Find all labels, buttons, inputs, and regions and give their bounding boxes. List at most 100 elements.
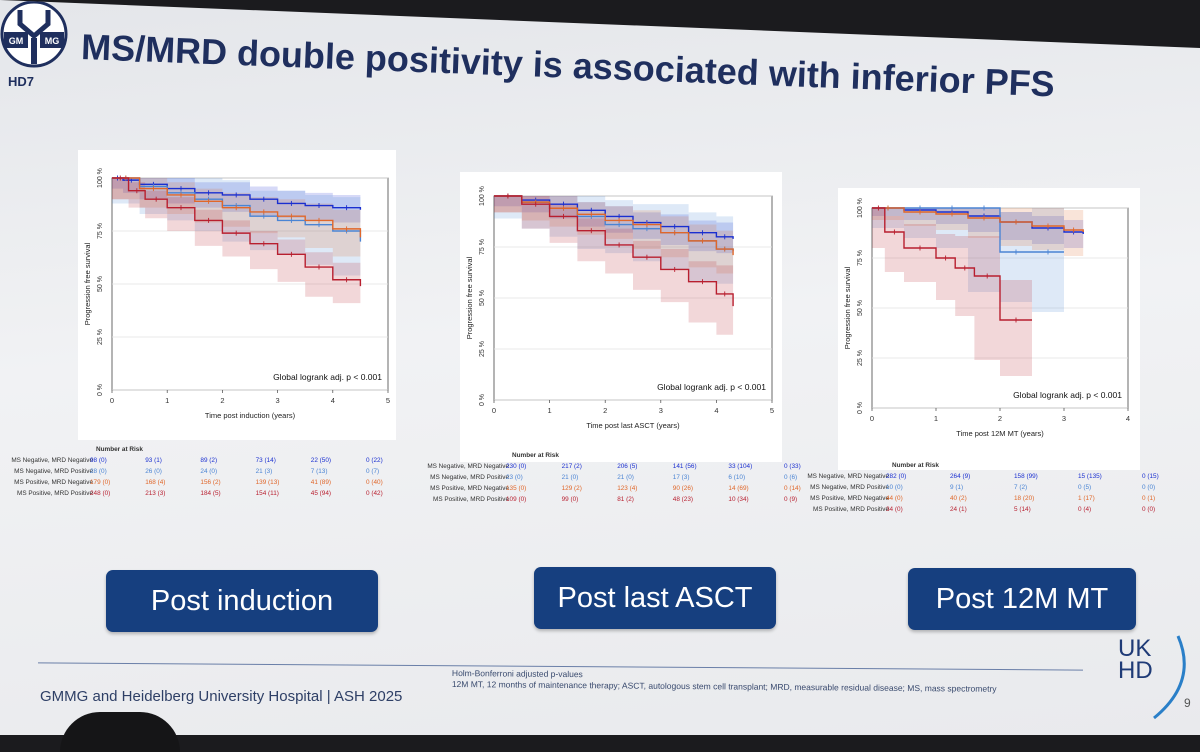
y-tick-label: 100 % — [857, 198, 864, 218]
risk-cell: 248 (0) — [90, 490, 111, 497]
risk-cell: 158 (99) — [1014, 473, 1038, 480]
x-tick-label: 0 — [492, 406, 496, 415]
confidence-band — [494, 196, 734, 335]
confidence-band — [494, 196, 734, 284]
risk-cell: 109 (0) — [506, 496, 527, 503]
risk-cell: 1 (17) — [1078, 495, 1095, 502]
logrank-annotation: Global logrank adj. p < 0.001 — [273, 372, 382, 382]
x-tick-label: 3 — [659, 406, 663, 415]
post-last-asct-button[interactable]: Post last ASCT — [534, 567, 776, 629]
y-tick-label: 0 % — [97, 384, 104, 396]
km-chart-post-induction: 0 % 25 % 50 % 75 % 100 % 0 1 2 3 4 5 Progression fr… — [83, 168, 390, 420]
footer-notes: Holm-Bonferroni adjusted p-values 12M MT… — [452, 668, 997, 695]
risk-cell: 0 (22) — [366, 457, 383, 464]
x-tick-label: 4 — [331, 396, 335, 405]
risk-cell: 206 (5) — [617, 463, 638, 470]
risk-cell: 0 (4) — [1078, 506, 1092, 513]
logrank-annotation: Global logrank adj. p < 0.001 — [657, 382, 766, 392]
risk-cell: 0 (33) — [784, 463, 801, 470]
survival-curve — [112, 177, 362, 238]
post-12m-mt-button[interactable]: Post 12M MT — [908, 568, 1136, 630]
risk-cell: 139 (13) — [255, 479, 280, 486]
x-tick-label: 5 — [770, 406, 774, 415]
x-axis-label: Time post last ASCT (years) — [586, 421, 680, 430]
risk-row-label: MS Negative, MRD Negative — [807, 473, 889, 480]
risk-cell: 141 (56) — [672, 463, 697, 470]
x-tick-label: 2 — [998, 414, 1002, 423]
risk-table-post-induction: Number at Risk MS Negative, MRD Negative 9… — [11, 446, 383, 501]
ukhd-logo-line2: HD — [1118, 657, 1153, 684]
risk-cell: 0 (15) — [1142, 473, 1159, 480]
risk-cell: 154 (11) — [255, 490, 279, 497]
y-tick-label: 25 % — [97, 329, 104, 345]
risk-cell: 168 (4) — [145, 479, 166, 486]
risk-cell: 0 (0) — [1142, 484, 1156, 491]
x-tick-label: 3 — [276, 396, 280, 405]
risk-row-label: MS Positive, MRD Positive — [813, 506, 889, 513]
y-tick-label: 50 % — [97, 276, 104, 292]
y-axis-label: Progression free survival — [843, 266, 852, 349]
x-axis-label: Time post induction (years) — [205, 411, 296, 420]
confidence-band — [872, 208, 1084, 248]
chart-panel-post-induction: 0 % 25 % 50 % 75 % 100 % 0 1 2 3 4 5 Progression fr… — [78, 150, 396, 440]
risk-row-label: MS Negative, MRD Positive — [810, 484, 889, 491]
risk-cell: 10 (34) — [728, 496, 749, 503]
risk-cell: 23 (0) — [506, 474, 523, 481]
risk-cell: 135 (0) — [506, 485, 527, 492]
km-chart-post-12m-mt: 0 % 25 % 50 % 75 % 100 % 0 1 2 3 4 Progression fre… — [843, 198, 1130, 438]
x-tick-label: 1 — [165, 396, 169, 405]
risk-cell: 48 (23) — [672, 496, 694, 503]
post-induction-button[interactable]: Post induction — [106, 570, 378, 632]
survival-curve — [494, 195, 734, 307]
footer-organization: GMMG and Heidelberg University Hospital … — [40, 688, 403, 705]
x-tick-label: 2 — [220, 396, 224, 405]
risk-cell: 26 (0) — [145, 468, 162, 475]
risk-cell: 6 (10) — [728, 474, 746, 481]
risk-cell: 230 (0) — [506, 463, 527, 470]
risk-table-row: MS Positive, MRD Negative 179 (0) 168 (4) 1… — [14, 479, 383, 490]
risk-cell: 24 (1) — [950, 506, 967, 513]
x-axis-label: Time post 12M MT (years) — [956, 429, 1044, 438]
logo-left-text: GM — [9, 36, 24, 46]
risk-cell: 41 (89) — [310, 479, 332, 486]
chart-panel-post-12m-mt: 0 % 25 % 50 % 75 % 100 % 0 1 2 3 4 Progression fre… — [838, 188, 1140, 470]
risk-row-label: MS Positive, MRD Negative — [14, 479, 93, 486]
risk-table-row: MS Negative, MRD Negative 282 (0) 264 (9) 1… — [807, 473, 1158, 484]
y-tick-label: 100 % — [97, 168, 104, 188]
ukhd-logo-line1: UK — [1118, 635, 1152, 662]
risk-table-row: MS Negative, MRD Positive 10 (0) 9 (1) 7 (2… — [810, 484, 1155, 495]
gmmg-logo: GM MG HD7 — [0, 0, 76, 96]
confidence-band — [872, 208, 1084, 256]
page-number: 9 — [1184, 696, 1191, 710]
risk-cell: 0 (42) — [366, 490, 383, 497]
ukhd-swoosh-icon — [1153, 635, 1186, 720]
risk-cell: 28 (0) — [90, 468, 107, 475]
risk-cell: 0 (14) — [784, 485, 801, 492]
risk-cell: 24 (0) — [200, 468, 218, 475]
x-tick-label: 1 — [934, 414, 938, 423]
x-tick-label: 0 — [110, 396, 114, 405]
y-tick-label: 25 % — [857, 350, 864, 366]
survival-curve — [872, 207, 1084, 232]
x-tick-label: 5 — [386, 396, 390, 405]
gmmg-logo-icon: GM MG — [0, 0, 68, 68]
y-tick-label: 50 % — [479, 290, 486, 306]
y-tick-label: 75 % — [479, 239, 486, 255]
y-tick-label: 0 % — [479, 394, 486, 406]
risk-cell: 179 (0) — [90, 479, 111, 486]
confidence-band — [112, 178, 361, 304]
risk-cell: 264 (9) — [950, 473, 971, 480]
slide-title: MS/MRD double positivity is associated w… — [80, 26, 1056, 105]
risk-cell: 93 (1) — [145, 457, 162, 464]
risk-table-post-last-asct: Number at Risk MS Negative, MRD Negative 2… — [427, 452, 800, 507]
x-tick-label: 2 — [603, 406, 607, 415]
risk-cell: 89 (2) — [200, 457, 218, 464]
risk-cell: 44 (0) — [886, 495, 903, 502]
x-tick-label: 0 — [870, 414, 874, 423]
risk-cell: 15 (135) — [1078, 473, 1102, 480]
risk-cell: 81 (2) — [617, 496, 634, 503]
audience-silhouette — [60, 712, 180, 752]
y-tick-label: 0 % — [857, 402, 864, 414]
risk-cell: 10 (0) — [886, 484, 903, 491]
risk-cell: 40 (2) — [950, 495, 967, 502]
